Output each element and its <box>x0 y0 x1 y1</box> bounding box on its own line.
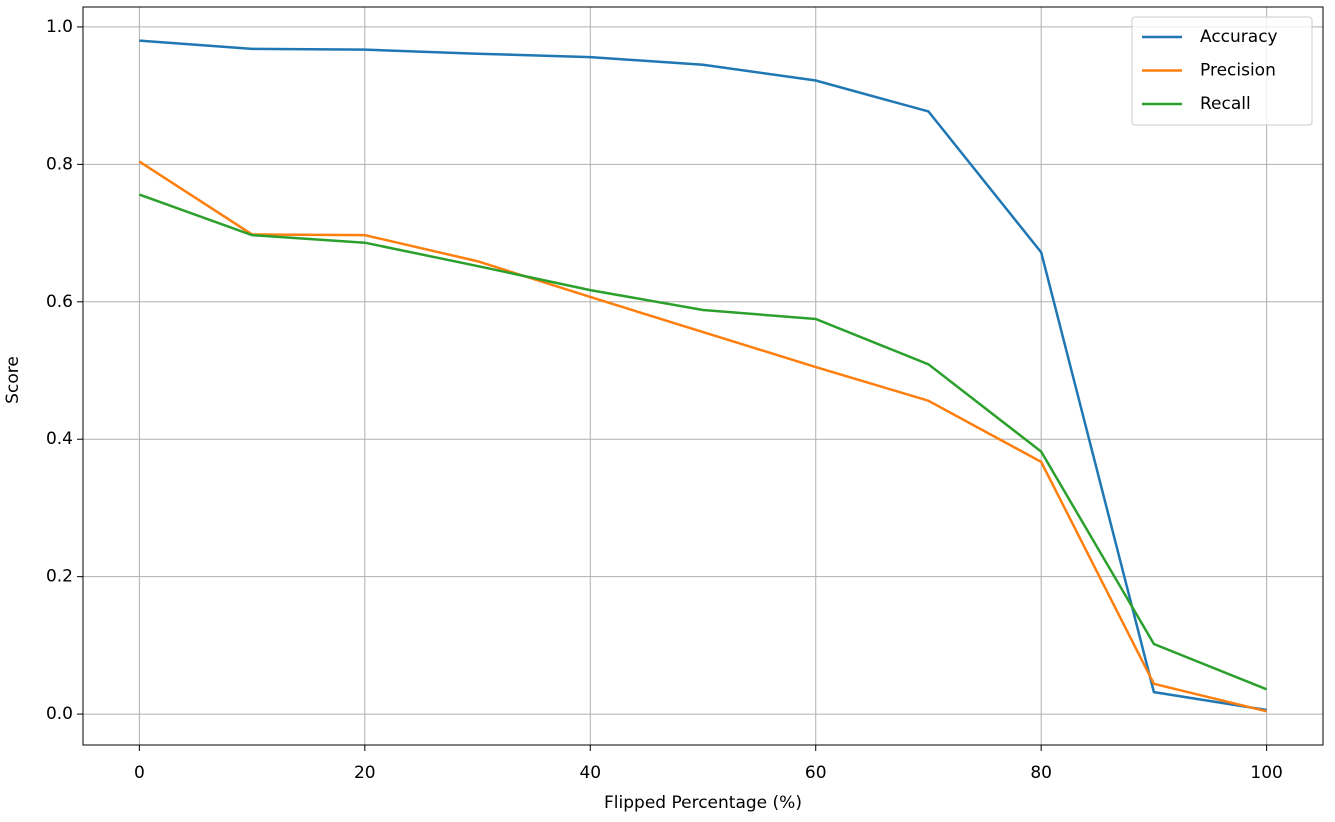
y-tick-label: 0.2 <box>46 567 73 587</box>
y-tick-label: 1.0 <box>46 17 73 37</box>
x-tick-label: 60 <box>805 763 827 783</box>
plot-frame <box>82 6 1324 746</box>
legend-label: Precision <box>1200 61 1276 81</box>
series-line <box>138 193 1268 691</box>
x-tick-label: 40 <box>579 763 601 783</box>
series-line <box>138 160 1267 713</box>
y-tick-label: 0.4 <box>46 429 73 449</box>
y-tick-label: 0.6 <box>46 292 73 312</box>
legend-label: Accuracy <box>1200 27 1278 47</box>
series-line <box>139 39 1267 712</box>
legend-box <box>1131 16 1313 126</box>
x-tick-label: 80 <box>1030 763 1052 783</box>
x-tick-label: 100 <box>1250 763 1282 783</box>
y-axis-label: Score <box>3 356 23 404</box>
x-tick-label: 0 <box>134 763 145 783</box>
x-tick-label: 20 <box>354 763 376 783</box>
x-axis-label: Flipped Percentage (%) <box>604 793 802 813</box>
y-tick-label: 0.8 <box>46 154 73 174</box>
y-tick-label: 0.0 <box>46 704 73 724</box>
legend-label: Recall <box>1200 94 1251 114</box>
